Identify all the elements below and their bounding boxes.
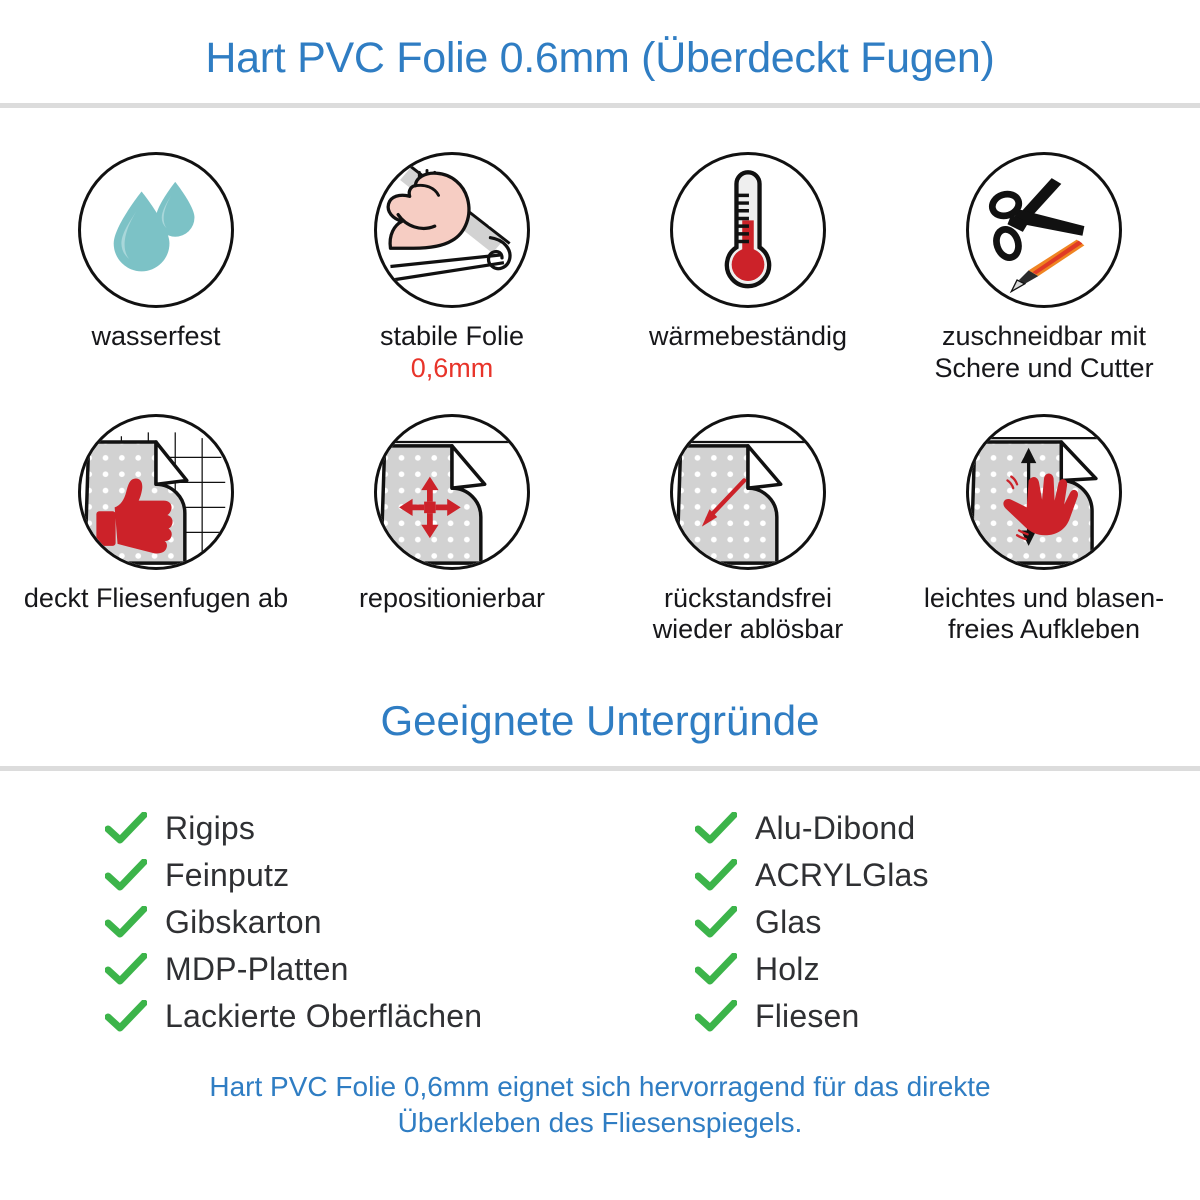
- list-item: Fliesen: [695, 995, 1200, 1039]
- feature-circle: [670, 414, 826, 571]
- list-item: Feinputz: [105, 854, 600, 898]
- substrate-lists: Rigips Feinputz Gibskarton MDP-Platten: [0, 807, 1200, 1039]
- substrate-label: Fliesen: [755, 998, 860, 1035]
- substrate-label: Lackierte Oberflächen: [165, 998, 483, 1035]
- footer-line-2: Überkleben des Fliesenspiegels.: [397, 1106, 803, 1138]
- section-subtitle: Geeignete Untergründe: [380, 696, 820, 744]
- feature-label: stabile Folie: [379, 321, 525, 352]
- list-item: Alu-Dibond: [695, 807, 1200, 851]
- check-mark-icon: [695, 999, 737, 1032]
- page-title: Hart PVC Folie 0.6mm (Überdeckt Fugen): [205, 34, 995, 82]
- check-mark-icon: [695, 858, 737, 891]
- feature-stabile-folie: stabile Folie 0,6mm: [304, 152, 600, 384]
- feature-sublabel: 0,6mm: [410, 352, 494, 383]
- feature-circle: [670, 152, 826, 309]
- feature-waermebestaendig: wärmebeständig: [600, 152, 896, 384]
- divider-top: [0, 103, 1200, 109]
- feature-repositionierbar: repositionierbar: [304, 414, 600, 646]
- water-drops-icon: [113, 182, 195, 272]
- feature-circle: [78, 414, 234, 571]
- check-mark-icon: [695, 811, 737, 844]
- substrate-label: Holz: [755, 951, 820, 988]
- feature-circle: [374, 414, 530, 571]
- scissors-cutter-icon: [988, 178, 1085, 294]
- check-mark-icon: [105, 811, 147, 844]
- substrate-label: Glas: [755, 904, 822, 941]
- check-mark-icon: [105, 905, 147, 938]
- substrate-label: Alu-Dibond: [755, 810, 916, 847]
- feature-label-line-1: rückstandsfrei: [663, 583, 833, 614]
- substrate-label: Feinputz: [165, 857, 290, 894]
- feature-wasserfest: wasserfest: [8, 152, 304, 384]
- feature-grid-row-2: deckt Fliesenfugen ab: [0, 414, 1200, 646]
- feature-rueckstandsfrei: rückstandsfrei wieder ablösbar: [600, 414, 896, 646]
- list-item: ACRYLGlas: [695, 854, 1200, 898]
- check-mark-icon: [105, 858, 147, 891]
- feature-label: deckt Fliesenfugen ab: [23, 583, 289, 614]
- footer-line-1: Hart PVC Folie 0,6mm eignet sich hervorr…: [209, 1070, 991, 1102]
- list-item: Lackierte Oberflächen: [105, 995, 600, 1039]
- substrate-column-right: Alu-Dibond ACRYLGlas Glas Holz: [600, 807, 1200, 1039]
- check-mark-icon: [105, 999, 147, 1032]
- list-item: MDP-Platten: [105, 948, 600, 992]
- film-move-arrows-icon: [379, 440, 518, 565]
- feature-label: wärmebeständig: [648, 321, 848, 352]
- feature-zuschneidbar: zuschneidbar mit Schere und Cutter: [896, 152, 1192, 384]
- footer-note: Hart PVC Folie 0,6mm eignet sich hervorr…: [0, 1069, 1200, 1141]
- list-item: Gibskarton: [105, 901, 600, 945]
- film-peel-arrow-icon: [675, 440, 814, 565]
- feature-grid-row-1: wasserfest: [0, 152, 1200, 384]
- check-mark-icon: [695, 952, 737, 985]
- feature-label-line-1: zuschneidbar mit: [941, 321, 1147, 352]
- feature-label-line-1: leichtes und blasen-: [923, 583, 1165, 614]
- list-item: Holz: [695, 948, 1200, 992]
- list-item: Glas: [695, 901, 1200, 945]
- feature-label: repositionierbar: [358, 583, 546, 614]
- feature-circle: [966, 414, 1122, 571]
- feature-label-line-2: wieder ablösbar: [652, 614, 844, 645]
- feature-circle: [78, 152, 234, 309]
- feature-blasenfrei-aufkleben: leichtes und blasen- freies Aufkleben: [896, 414, 1192, 646]
- thermometer-icon: [724, 170, 772, 289]
- flexing-arm-film-icon: [386, 161, 512, 283]
- feature-circle: [374, 152, 530, 309]
- substrate-label: Gibskarton: [165, 904, 322, 941]
- film-over-tiles-thumbup-icon: [83, 432, 226, 565]
- feature-label: wasserfest: [91, 321, 221, 352]
- list-item: Rigips: [105, 807, 600, 851]
- film-hand-smooth-icon: [969, 437, 1110, 565]
- substrate-column-left: Rigips Feinputz Gibskarton MDP-Platten: [0, 807, 600, 1039]
- divider-middle: [0, 765, 1200, 771]
- feature-label-line-2: freies Aufkleben: [947, 614, 1141, 645]
- substrate-label: ACRYLGlas: [755, 857, 929, 894]
- check-mark-icon: [105, 952, 147, 985]
- feature-label-line-2: Schere und Cutter: [934, 352, 1154, 383]
- substrate-label: MDP-Platten: [165, 951, 349, 988]
- check-mark-icon: [695, 905, 737, 938]
- feature-circle: [966, 152, 1122, 309]
- substrate-label: Rigips: [165, 810, 256, 847]
- feature-deckt-fliesenfugen: deckt Fliesenfugen ab: [8, 414, 304, 646]
